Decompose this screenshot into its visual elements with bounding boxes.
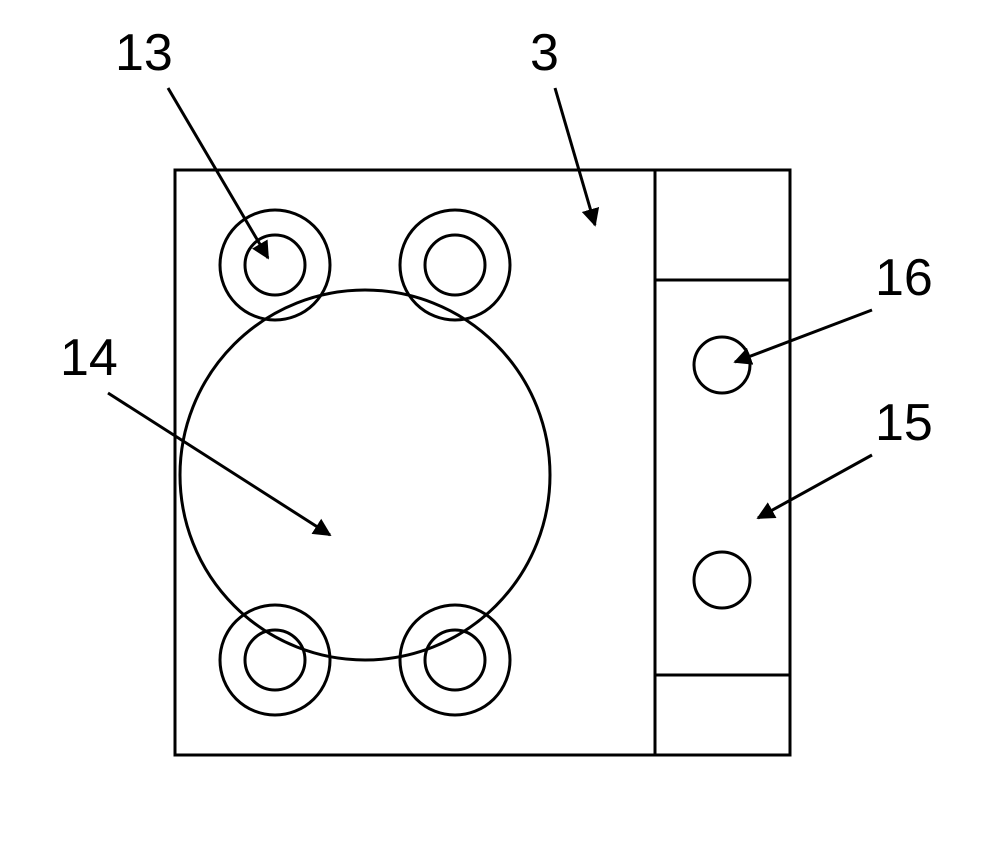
callout-label-13: 13 [115,24,173,82]
side-plate-outer [655,170,790,755]
callout-label-3: 3 [530,24,559,82]
corner-hole-outer-1 [400,210,510,320]
callout-leader-13 [168,88,268,258]
callout-leader-3 [555,88,595,225]
corner-hole-inner-2 [245,630,305,690]
callout-label-16: 16 [875,249,933,307]
corner-hole-inner-3 [425,630,485,690]
side-plate-hole-0 [694,337,750,393]
corner-hole-inner-0 [245,235,305,295]
callout-leader-15 [758,455,872,518]
callout-label-15: 15 [875,394,933,452]
callout-leader-14 [108,393,330,535]
side-plate-hole-1 [694,552,750,608]
callout-label-14: 14 [60,329,118,387]
corner-hole-inner-1 [425,235,485,295]
corner-hole-outer-2 [220,605,330,715]
corner-hole-outer-3 [400,605,510,715]
callout-leader-16 [735,310,872,362]
side-plate-inner [655,280,790,675]
corner-hole-outer-0 [220,210,330,320]
